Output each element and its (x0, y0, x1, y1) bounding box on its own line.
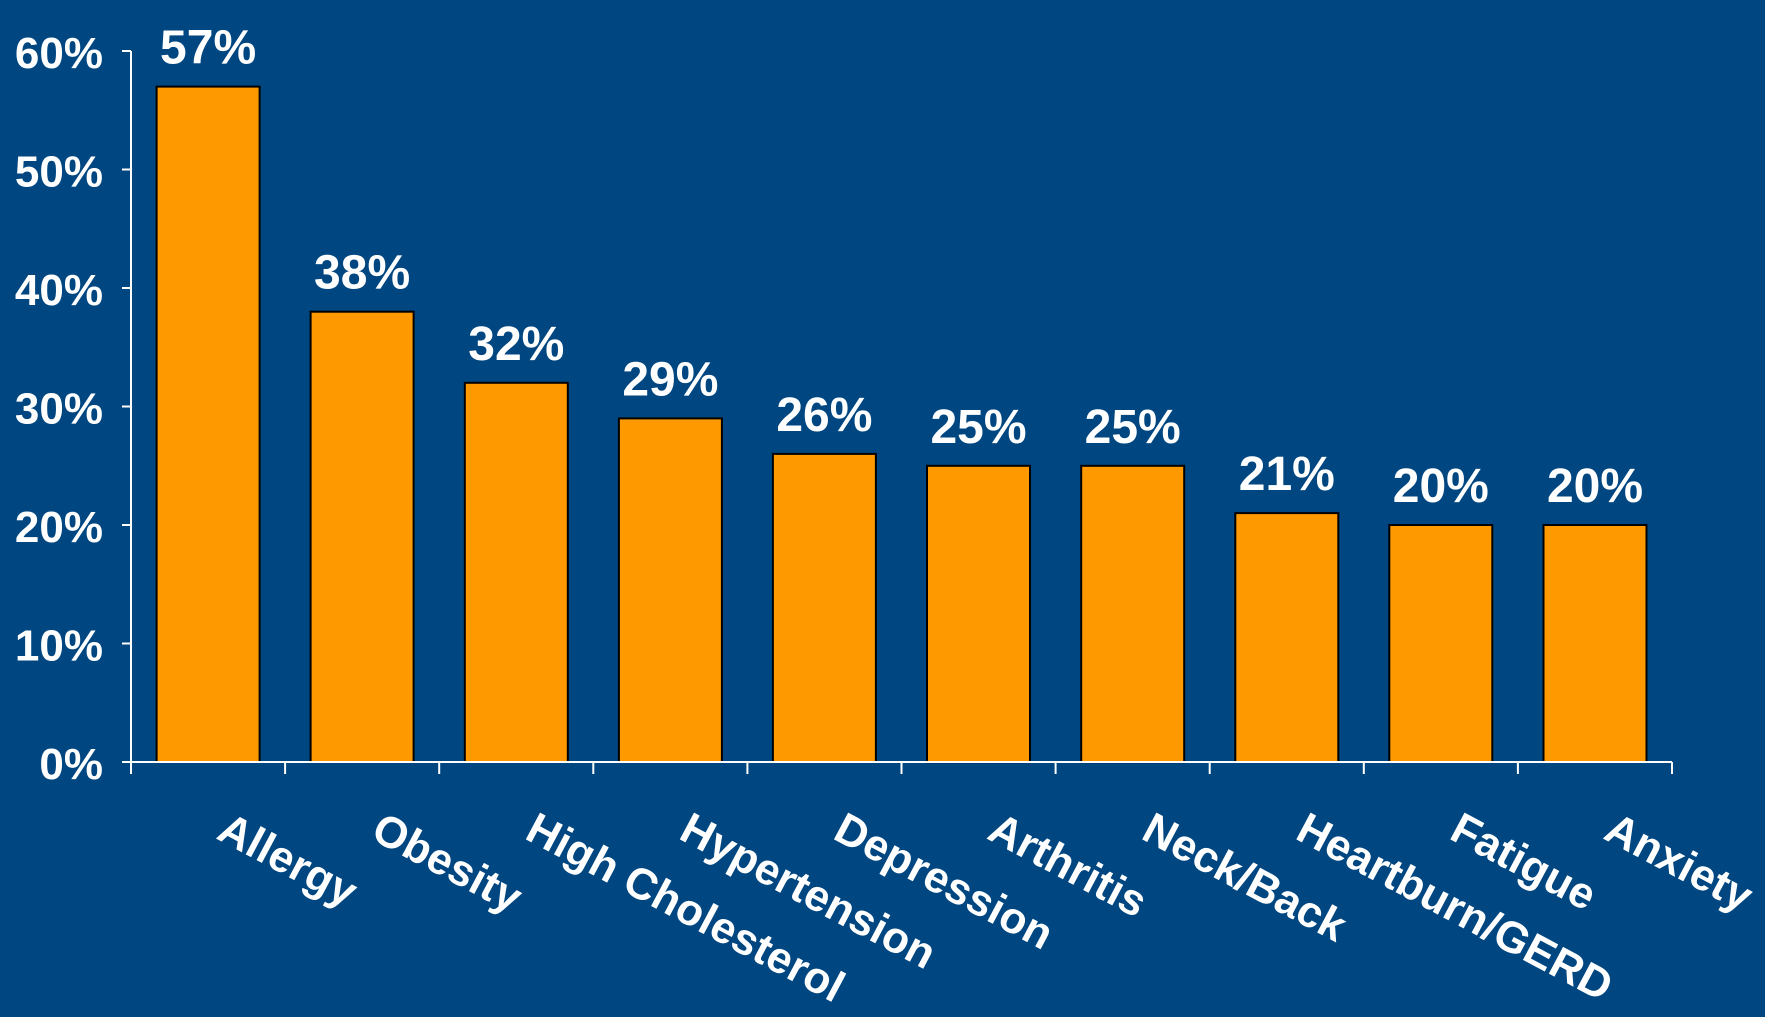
y-tick-label: 20% (15, 503, 103, 552)
bar (1080, 464, 1186, 764)
bar-value-label: 26% (776, 389, 872, 442)
y-tick-label: 60% (15, 29, 103, 78)
bar-value-label: 25% (1085, 401, 1181, 454)
bar (1234, 512, 1340, 763)
bar (617, 417, 723, 763)
category-label: Obesity (364, 804, 530, 923)
bar (155, 85, 261, 764)
bar (1542, 524, 1648, 763)
bar-value-label: 20% (1547, 460, 1643, 513)
y-tick-label: 40% (15, 266, 103, 315)
category-label: Allergy (210, 804, 365, 918)
bar (926, 464, 1031, 764)
bar-value-label: 20% (1393, 460, 1489, 513)
bar (463, 381, 569, 763)
y-tick-label: 10% (15, 622, 103, 671)
bar-value-label: 32% (468, 318, 564, 371)
bar (771, 452, 877, 763)
bar-value-label: 29% (622, 353, 718, 406)
bar-value-label: 38% (314, 247, 410, 300)
y-tick-label: 50% (15, 148, 103, 197)
bar (309, 310, 415, 763)
bar-value-label: 21% (1239, 448, 1335, 501)
bar (1388, 524, 1494, 763)
category-label: Anxiety (1597, 804, 1761, 922)
y-tick-label: 0% (39, 740, 103, 789)
bar-value-label: 25% (930, 401, 1026, 454)
y-tick-label: 30% (15, 385, 103, 434)
bar-value-label: 57% (160, 22, 256, 75)
